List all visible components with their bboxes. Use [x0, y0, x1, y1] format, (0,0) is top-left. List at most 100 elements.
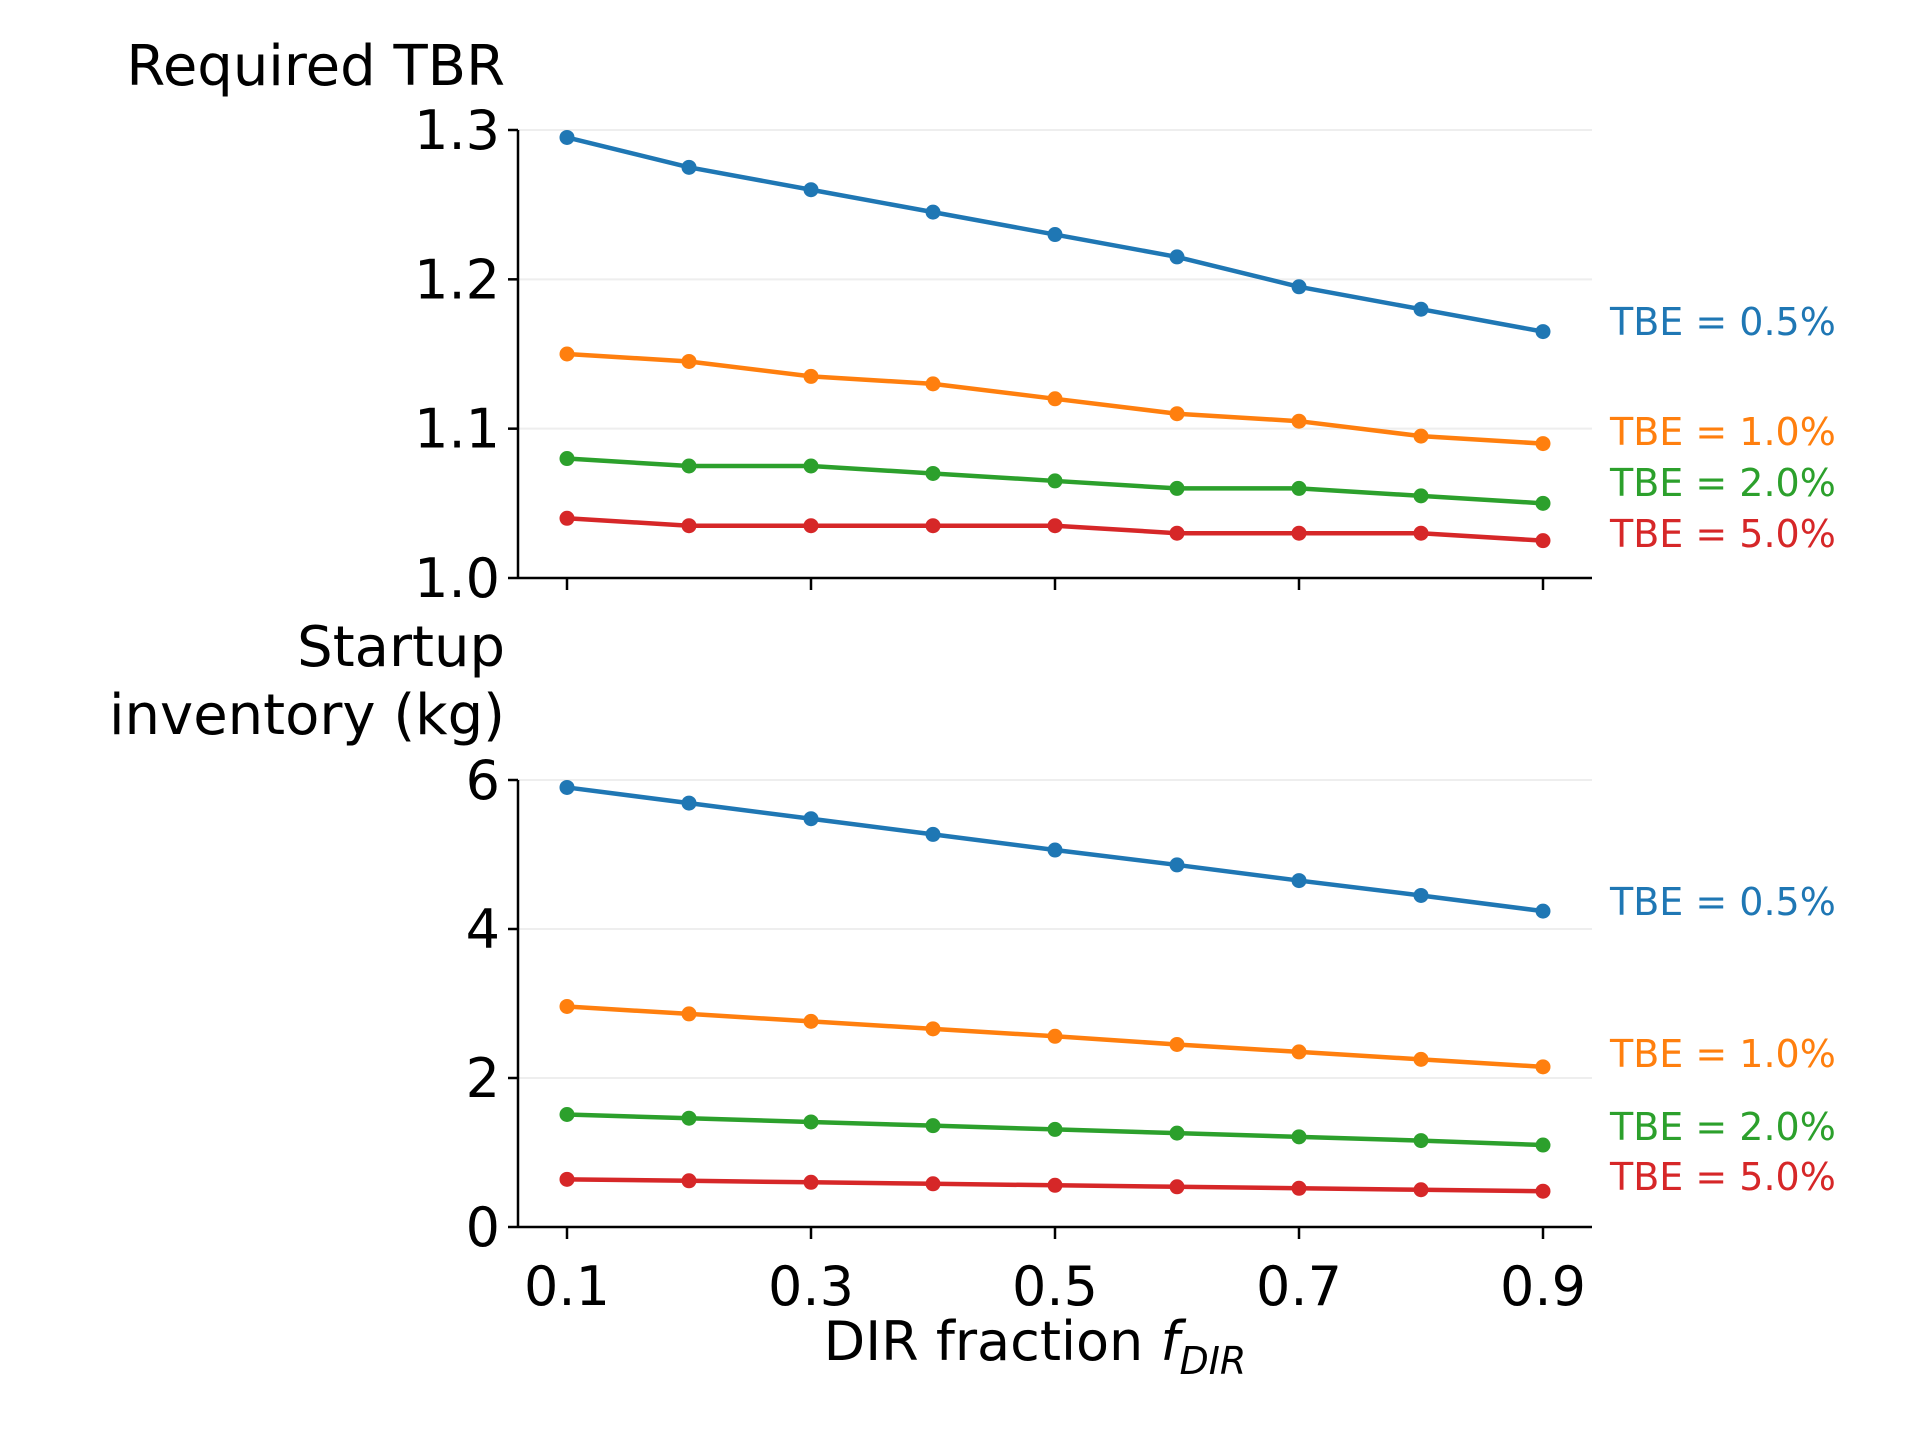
data-point — [803, 458, 819, 474]
data-point — [925, 465, 941, 481]
panel-title-line: inventory (kg) — [109, 683, 505, 748]
series-label: TBE = 2.0% — [1609, 461, 1836, 505]
data-point — [1291, 1129, 1307, 1145]
data-point — [1413, 488, 1429, 504]
data-point — [1413, 428, 1429, 444]
data-point — [1535, 1183, 1551, 1199]
data-point — [925, 1118, 941, 1134]
data-point — [1535, 1059, 1551, 1075]
data-point — [1413, 301, 1429, 317]
data-point — [1291, 279, 1307, 295]
data-point — [559, 1107, 575, 1123]
data-point — [803, 1013, 819, 1029]
data-point — [681, 795, 697, 811]
data-point — [803, 1174, 819, 1190]
series-3: TBE = 2.0% — [559, 451, 1836, 511]
series-2: TBE = 1.0% — [559, 998, 1836, 1076]
data-point — [681, 518, 697, 534]
series-3: TBE = 2.0% — [559, 1105, 1836, 1153]
data-point — [559, 129, 575, 145]
panel-title: Required TBR — [126, 34, 505, 99]
series-4: TBE = 5.0% — [559, 1155, 1836, 1199]
data-point — [1291, 413, 1307, 429]
chart-panels: Required TBR 1.0 1.1 1.2 1.3 TBE = 0.5% TBE = … — [109, 34, 1836, 1383]
series-1: TBE = 0.5% — [559, 129, 1836, 344]
data-point — [1291, 480, 1307, 496]
data-point — [803, 182, 819, 198]
data-point — [559, 510, 575, 526]
data-point — [1047, 1028, 1063, 1044]
x-tick-label: 0.3 — [768, 1255, 854, 1318]
data-point — [1169, 1179, 1185, 1195]
data-point — [1169, 1125, 1185, 1141]
data-point — [1169, 406, 1185, 422]
data-point — [1169, 525, 1185, 541]
data-point — [1535, 495, 1551, 511]
data-point — [803, 368, 819, 384]
data-point — [1047, 1177, 1063, 1193]
x-axis-label: DIR fraction fDIR — [824, 1310, 1247, 1383]
panel-title-line: Startup — [297, 615, 505, 680]
data-point — [681, 1173, 697, 1189]
series-label: TBE = 5.0% — [1609, 512, 1836, 556]
y-tick-label: 1.2 — [414, 248, 500, 311]
y-tick-label: 0 — [466, 1196, 500, 1259]
y-tick-label: 4 — [466, 898, 500, 961]
series-label: TBE = 0.5% — [1609, 880, 1836, 924]
series-2: TBE = 1.0% — [559, 346, 1836, 454]
data-point — [1413, 1182, 1429, 1198]
data-point — [925, 826, 941, 842]
series-label: TBE = 1.0% — [1609, 410, 1836, 454]
data-point — [1291, 873, 1307, 889]
data-point — [1291, 1044, 1307, 1060]
data-point — [925, 1176, 941, 1192]
data-point — [1535, 436, 1551, 452]
data-point — [803, 518, 819, 534]
data-point — [1413, 1051, 1429, 1067]
data-point — [1413, 887, 1429, 903]
data-point — [681, 159, 697, 175]
data-point — [1169, 1036, 1185, 1052]
data-point — [1047, 391, 1063, 407]
data-point — [1169, 249, 1185, 265]
data-point — [803, 1114, 819, 1130]
data-point — [925, 1021, 941, 1037]
data-point — [1535, 324, 1551, 340]
data-point — [1047, 227, 1063, 243]
y-tick-label: 1.1 — [414, 398, 500, 461]
data-point — [559, 1171, 575, 1187]
data-point — [1535, 533, 1551, 549]
data-point — [559, 346, 575, 362]
data-point — [1413, 1133, 1429, 1149]
data-point — [1535, 1137, 1551, 1153]
series-label: TBE = 0.5% — [1609, 300, 1836, 344]
y-tick-label: 1.3 — [414, 99, 500, 162]
data-point — [803, 811, 819, 827]
data-point — [1291, 1180, 1307, 1196]
y-tick-label: 2 — [466, 1047, 500, 1110]
data-point — [1169, 857, 1185, 873]
data-point — [1169, 480, 1185, 496]
y-tick-label: 6 — [466, 749, 500, 812]
y-tick-label: 1.0 — [414, 547, 500, 610]
data-point — [681, 1110, 697, 1126]
chart-panel-1: Required TBR 1.0 1.1 1.2 1.3 TBE = 0.5% TBE = … — [126, 34, 1835, 610]
data-point — [1047, 473, 1063, 489]
data-point — [681, 458, 697, 474]
data-point — [925, 518, 941, 534]
series-1: TBE = 0.5% — [559, 779, 1836, 924]
series-label: TBE = 2.0% — [1609, 1105, 1836, 1149]
data-point — [681, 353, 697, 369]
data-point — [559, 998, 575, 1014]
series-4: TBE = 5.0% — [559, 510, 1836, 556]
x-tick-label: 0.7 — [1256, 1255, 1342, 1318]
data-point — [1047, 518, 1063, 534]
x-tick-label: 0.9 — [1500, 1255, 1586, 1318]
data-point — [559, 451, 575, 467]
data-point — [681, 1006, 697, 1022]
x-tick-label: 0.1 — [524, 1255, 610, 1318]
data-point — [1047, 842, 1063, 858]
data-point — [1535, 903, 1551, 919]
